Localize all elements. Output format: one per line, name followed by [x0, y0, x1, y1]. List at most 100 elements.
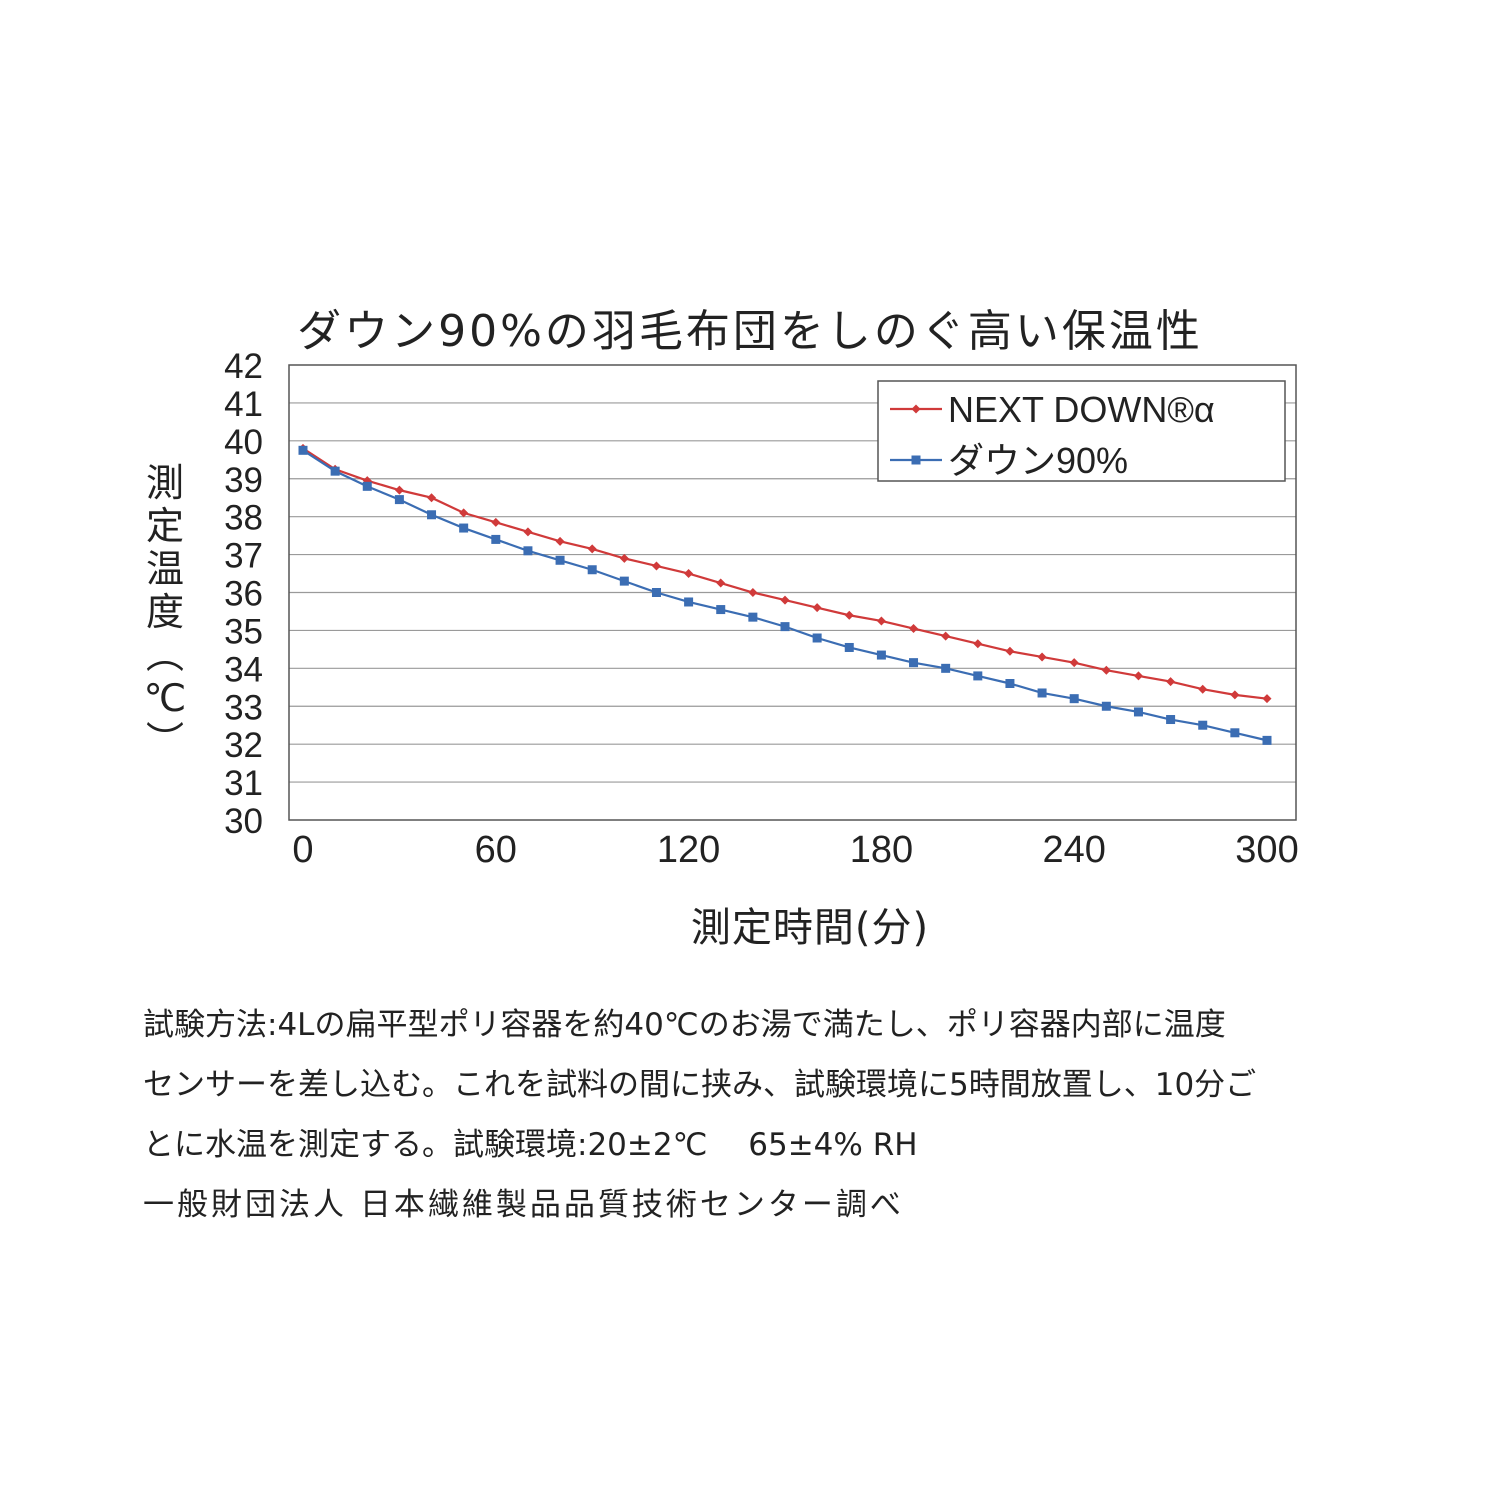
- legend-label-0: NEXT DOWN®α: [948, 389, 1215, 430]
- data-point-0: [619, 553, 629, 563]
- data-point-0: [459, 508, 469, 518]
- data-point-0: [1037, 652, 1047, 662]
- data-point-1: [651, 588, 661, 597]
- y-tick-label: 30: [224, 802, 263, 841]
- series: [298, 443, 1272, 745]
- data-point-1: [1101, 701, 1111, 711]
- y-tick-label: 38: [224, 499, 263, 538]
- data-point-0: [1198, 684, 1208, 694]
- legend-label-1: ダウン90%: [948, 440, 1128, 481]
- x-tick-label: 300: [1235, 829, 1298, 871]
- y-tick-label: 32: [224, 726, 263, 765]
- x-tick-labels: 0 60 120 180 240 300: [292, 829, 1298, 871]
- data-point-0: [523, 527, 533, 537]
- data-point-0: [394, 485, 404, 495]
- plot-area-frame: [288, 364, 1297, 821]
- data-point-1: [1166, 715, 1176, 725]
- series-line-0: [302, 447, 1268, 700]
- series-line-1: [302, 449, 1268, 742]
- y-axis-label: 測定温度 ︵ ℃ ︶: [140, 462, 190, 763]
- legend-box: [877, 380, 1286, 482]
- data-point-0: [876, 616, 886, 626]
- data-point-0: [812, 603, 822, 613]
- data-point-0: [1230, 690, 1240, 700]
- data-point-0: [1262, 694, 1272, 704]
- x-tick-label: 0: [292, 829, 313, 871]
- data-point-0: [844, 610, 854, 620]
- data-point-0: [684, 569, 694, 579]
- data-point-0: [555, 536, 565, 546]
- data-point-1: [298, 445, 308, 455]
- data-point-1: [909, 658, 919, 668]
- data-point-1: [876, 650, 886, 660]
- y-axis-label-char: ︶: [145, 719, 184, 763]
- data-point-1: [812, 633, 822, 643]
- data-point-1: [844, 642, 854, 652]
- data-point-0: [651, 561, 661, 571]
- y-tick-label: 37: [224, 537, 263, 576]
- y-tick-label: 39: [224, 461, 263, 500]
- data-point-0: [1101, 665, 1111, 675]
- data-point-1: [619, 576, 629, 586]
- data-point-1: [523, 546, 533, 556]
- data-point-0: [1133, 671, 1143, 681]
- data-point-0: [587, 544, 597, 554]
- y-tick-label: 31: [224, 764, 263, 803]
- y-tick-label: 33: [224, 688, 263, 727]
- x-tick-label: 120: [657, 829, 720, 871]
- data-point-1: [330, 466, 340, 476]
- x-tick-label: 240: [1042, 829, 1105, 871]
- y-tick-label: 40: [224, 423, 263, 462]
- data-point-1: [459, 523, 469, 533]
- notes-line-2: センサーを差し込む。これを試料の間に挟み、試験環境に5時間放置し、10分ご: [143, 1067, 1257, 1103]
- y-tick-label: 35: [224, 612, 263, 651]
- data-point-1: [362, 481, 372, 491]
- y-axis-label-char: ︵: [145, 633, 184, 677]
- data-point-1: [780, 622, 790, 632]
- data-point-0: [941, 631, 951, 641]
- data-point-0: [1005, 646, 1015, 656]
- notes-line-1: 試験方法:4Lの扁平型ポリ容器を約40℃のお湯で満たし、ポリ容器内部に温度: [143, 1007, 1226, 1043]
- data-point-0: [909, 624, 919, 634]
- y-axis-label-char: 測: [145, 461, 184, 505]
- data-point-1: [1133, 707, 1143, 717]
- y-tick-label: 41: [224, 385, 263, 424]
- x-tick-label: 60: [475, 829, 517, 871]
- y-axis-label-char: 温: [145, 547, 184, 591]
- notes-line-3: とに水温を測定する。試験環境:20±2℃ 65±4% RH: [143, 1127, 918, 1163]
- y-axis-label-char: 定: [145, 504, 184, 548]
- data-point-0: [780, 595, 790, 605]
- x-axis-label: 測定時間(分): [690, 905, 930, 951]
- data-point-0: [427, 493, 437, 503]
- test-method-notes: 試験方法:4Lの扁平型ポリ容器を約40℃のお湯で満たし、ポリ容器内部に温度 セン…: [143, 995, 1393, 1235]
- data-point-0: [716, 578, 726, 588]
- data-point-1: [1198, 720, 1208, 730]
- y-axis-label-char: ℃: [143, 676, 187, 720]
- data-point-1: [1005, 679, 1015, 688]
- legend: NEXT DOWN®α ダウン90%: [877, 380, 1286, 482]
- x-tick-label: 180: [850, 829, 913, 871]
- y-axis-label-char: 度: [145, 590, 184, 634]
- y-tick-label: 42: [224, 347, 263, 386]
- data-point-0: [1069, 658, 1079, 668]
- data-point-0: [1166, 677, 1176, 687]
- data-point-1: [748, 612, 758, 622]
- data-point-1: [555, 555, 565, 565]
- data-point-0: [973, 639, 983, 649]
- data-point-1: [1069, 694, 1079, 704]
- data-point-1: [1262, 735, 1272, 745]
- data-point-1: [427, 510, 437, 520]
- notes-source: 一般財団法人 日本繊維製品品質技術センター調べ: [143, 1187, 904, 1223]
- data-point-1: [587, 565, 597, 575]
- data-point-1: [1230, 728, 1240, 738]
- data-point-1: [716, 605, 726, 615]
- chart-title: ダウン90%の羽毛布団をしのぐ高い保温性: [297, 306, 1203, 357]
- data-point-1: [684, 597, 694, 607]
- data-point-1: [491, 534, 501, 544]
- data-point-0: [491, 517, 501, 527]
- data-point-1: [973, 671, 983, 681]
- data-point-1: [394, 495, 404, 505]
- legend-marker-1: [911, 455, 921, 465]
- y-tick-label: 36: [224, 575, 263, 614]
